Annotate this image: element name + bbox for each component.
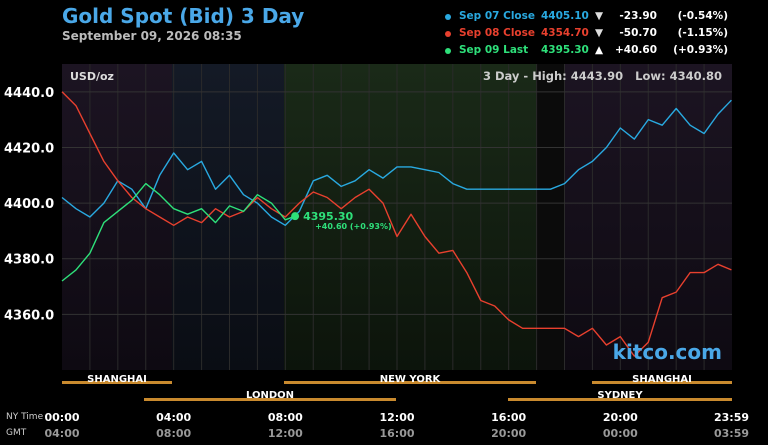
- series-line-1: [61, 99, 732, 227]
- x-axis: 00:00 04:00 04:00 08:00 08:00 12:00 12:00 16:00…: [44, 411, 749, 440]
- legend-value-sep08: 4354.70: [541, 27, 589, 39]
- legend-label-sep09: Sep 09 Last: [459, 44, 529, 56]
- legend-percent-sep07: (-0.54%): [677, 10, 728, 22]
- last-price-marker: 4395.30 +40.60 (+0.93%): [291, 210, 392, 231]
- last-price-label: 4395.30: [303, 210, 353, 223]
- down-arrow-icon: ▼: [595, 27, 604, 39]
- x-tick-label-ny: 08:00: [268, 411, 303, 424]
- x-tick-label-gmt: 20:00: [491, 427, 526, 440]
- x-tick-label-gmt: 00:00: [603, 427, 638, 440]
- x-tick-label-ny: 00:00: [44, 411, 79, 424]
- range-summary: 3 Day - High: 4443.90 Low: 4340.80: [483, 69, 722, 83]
- session-label-london: LONDON: [246, 390, 294, 401]
- y-axis: 4360.0 4380.0 4400.0 4420.0 4440.0: [4, 86, 54, 324]
- legend-label-sep08: Sep 08 Close: [459, 27, 536, 39]
- series-line-3: [61, 182, 296, 282]
- y-tick-label: 4380.0: [4, 253, 54, 268]
- legend-percent-sep08: (-1.15%): [677, 27, 728, 39]
- session-bar-shanghai: [62, 381, 172, 384]
- ny-time-label: NY Time: [6, 412, 44, 422]
- x-tick-label-ny: 23:59: [714, 411, 749, 424]
- y-tick-label: 4440.0: [4, 86, 54, 101]
- y-tick-label: 4400.0: [4, 197, 54, 212]
- legend-change-sep08: -50.70: [619, 27, 657, 39]
- unit-label: USD/oz: [70, 70, 114, 83]
- x-tick-label-ny: 12:00: [379, 411, 414, 424]
- chart-grid: [62, 64, 732, 370]
- session-bar-sydney: [508, 398, 732, 401]
- x-tick-label-gmt: 12:00: [268, 427, 303, 440]
- legend-percent-sep09: (+0.93%): [673, 44, 728, 56]
- session-label-newyork: NEW YORK: [380, 374, 442, 385]
- last-price-dot: [291, 212, 300, 221]
- legend-change-sep07: -23.90: [619, 10, 657, 22]
- last-price-change: +40.60 (+0.93%): [315, 222, 392, 231]
- session-bar-london: [144, 398, 396, 401]
- legend-dot-sep09: [445, 48, 451, 54]
- session-bar-newyork: [284, 381, 536, 384]
- chart-timestamp: September 09, 2026 08:35: [62, 29, 242, 43]
- bg-europe-session: [172, 64, 284, 370]
- x-tick-label-ny: 04:00: [156, 411, 191, 424]
- series-line-2: [61, 91, 732, 357]
- series-lines: [61, 91, 732, 357]
- session-bars: SHANGHAI NEW YORK SHANGHAI LONDON SYDNEY: [62, 374, 732, 401]
- legend-label-sep07: Sep 07 Close: [459, 10, 536, 22]
- legend-dot-sep08: [445, 31, 451, 37]
- legend-change-sep09: +40.60: [614, 44, 657, 56]
- gmt-label: GMT: [6, 428, 27, 438]
- x-tick-label-gmt: 08:00: [156, 427, 191, 440]
- session-label-sydney: SYDNEY: [597, 390, 643, 401]
- y-tick-label: 4420.0: [4, 141, 54, 156]
- up-arrow-icon: ▲: [595, 44, 604, 56]
- chart-title: Gold Spot (Bid) 3 Day: [62, 4, 305, 28]
- watermark-logo: kitco.com: [613, 340, 722, 364]
- x-tick-label-gmt: 04:00: [44, 427, 79, 440]
- y-tick-label: 4360.0: [4, 308, 54, 323]
- down-arrow-icon: ▼: [595, 10, 604, 22]
- legend-value-sep07: 4405.10: [541, 10, 589, 22]
- x-tick-label-ny: 16:00: [491, 411, 526, 424]
- session-label-shanghai-2: SHANGHAI: [632, 374, 692, 385]
- x-tick-label-gmt: 03:59: [714, 427, 749, 440]
- bg-closed-session: [536, 64, 564, 370]
- legend-value-sep09: 4395.30: [541, 44, 589, 56]
- session-label-shanghai: SHANGHAI: [87, 374, 147, 385]
- session-bar-shanghai-2: [592, 381, 732, 384]
- x-tick-label-gmt: 16:00: [379, 427, 414, 440]
- legend-dot-sep07: [445, 14, 451, 20]
- x-tick-label-ny: 20:00: [603, 411, 638, 424]
